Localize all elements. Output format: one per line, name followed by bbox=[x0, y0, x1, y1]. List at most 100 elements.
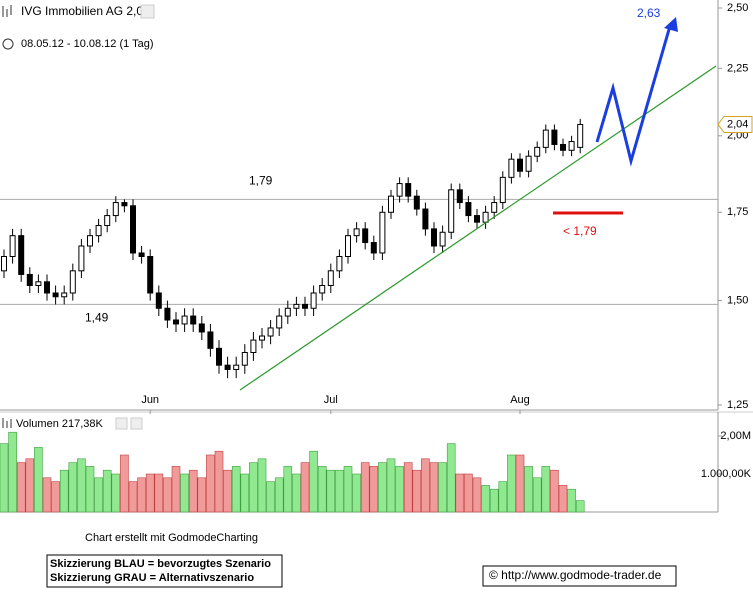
volume-bar bbox=[550, 469, 559, 513]
volume-bar bbox=[300, 462, 310, 513]
candle-body bbox=[250, 339, 257, 353]
candle-body bbox=[319, 285, 326, 294]
candle-body bbox=[542, 129, 549, 148]
candle-body bbox=[508, 158, 515, 178]
volume-bar bbox=[438, 462, 447, 513]
chart-title: IVG Immobilien AG 2,04 bbox=[21, 4, 150, 18]
volume-bar bbox=[378, 462, 387, 513]
candle-body bbox=[345, 235, 351, 257]
candle-body bbox=[293, 303, 300, 309]
candle-body bbox=[44, 281, 50, 294]
target-label: 2,63 bbox=[637, 6, 661, 20]
candle-body bbox=[259, 335, 265, 341]
volume-bar bbox=[455, 473, 465, 513]
volume-legend: Volumen 217,38K bbox=[16, 418, 104, 430]
volume-bar bbox=[421, 458, 430, 513]
candle-body bbox=[499, 176, 506, 204]
candle-body bbox=[302, 303, 308, 309]
volume-bar bbox=[231, 466, 241, 513]
candle-body bbox=[190, 315, 197, 325]
volume-bar bbox=[51, 481, 60, 513]
y-tick-label: 1,50 bbox=[727, 294, 748, 306]
candle-body bbox=[224, 364, 231, 370]
candle-body bbox=[121, 202, 128, 207]
volume-bar bbox=[257, 458, 267, 513]
volume-bar bbox=[154, 473, 164, 513]
candle-body bbox=[370, 242, 377, 254]
candle-body bbox=[130, 205, 136, 254]
volume-bar bbox=[403, 462, 413, 513]
candle-body bbox=[568, 141, 575, 151]
volume-bar bbox=[223, 469, 232, 513]
volume-bar bbox=[77, 458, 86, 513]
candle-body bbox=[87, 235, 93, 247]
candle-body bbox=[456, 189, 463, 204]
candle-body bbox=[422, 208, 429, 230]
volume-bar bbox=[395, 466, 404, 513]
volume-bar bbox=[188, 469, 198, 513]
last-price-label: 2,04 bbox=[727, 118, 748, 130]
x-tick-label: Aug bbox=[510, 394, 530, 406]
volume-bar bbox=[446, 443, 456, 513]
volume-bar bbox=[541, 466, 551, 513]
volume-bar bbox=[489, 488, 499, 513]
candle-body bbox=[267, 327, 274, 337]
volume-bar bbox=[214, 450, 224, 513]
volume-close-icon[interactable] bbox=[130, 417, 143, 430]
volume-bar bbox=[567, 488, 576, 513]
candle-body bbox=[284, 307, 291, 317]
volume-bar bbox=[283, 466, 293, 513]
candle-body bbox=[155, 292, 162, 309]
candle-body bbox=[26, 273, 33, 287]
volume-bar bbox=[102, 469, 112, 513]
candle-body bbox=[104, 215, 111, 227]
candle-body bbox=[327, 270, 334, 287]
candle-body bbox=[1, 255, 7, 272]
volume-bar bbox=[163, 477, 172, 513]
candle-body bbox=[18, 235, 25, 275]
volume-bar bbox=[412, 469, 422, 513]
candle-body bbox=[525, 155, 532, 172]
volume-bar bbox=[180, 473, 189, 513]
volume-settings-icon[interactable] bbox=[115, 417, 128, 430]
copyright-box bbox=[482, 565, 677, 587]
volume-bar bbox=[25, 458, 35, 513]
candle-body bbox=[491, 202, 498, 213]
candle-body bbox=[69, 270, 76, 294]
volume-bar bbox=[352, 473, 361, 513]
candle-body bbox=[560, 143, 566, 151]
volume-bar bbox=[309, 450, 318, 513]
volume-bar bbox=[335, 469, 344, 513]
volume-bar bbox=[137, 477, 146, 513]
candle-body bbox=[534, 146, 541, 157]
candle-body bbox=[482, 211, 489, 223]
note: Skizzierung GRAU = Alternativszenario bbox=[50, 572, 254, 584]
candle-body bbox=[147, 255, 154, 294]
volume-bar bbox=[128, 481, 138, 513]
volume-bar bbox=[360, 462, 370, 513]
volume-bar bbox=[266, 481, 275, 513]
volume-bar bbox=[532, 477, 542, 513]
level-label: 1,49 bbox=[85, 311, 109, 325]
candle-body bbox=[181, 315, 188, 325]
copyright: © http://www.godmode-trader.de bbox=[489, 568, 662, 582]
candle-body bbox=[431, 228, 437, 247]
candle-body bbox=[207, 331, 214, 349]
volume-bar bbox=[42, 477, 52, 513]
header-icon bbox=[2, 5, 12, 17]
candle-body bbox=[448, 189, 455, 233]
settings-icon[interactable] bbox=[140, 4, 155, 19]
volume-bar bbox=[94, 477, 103, 513]
candle-body bbox=[9, 235, 16, 257]
volume-icon bbox=[2, 418, 12, 428]
volume-bar bbox=[524, 466, 533, 513]
volume-bar bbox=[472, 477, 482, 513]
candle-body bbox=[577, 123, 584, 148]
volume-bar bbox=[498, 481, 508, 513]
volume-bar bbox=[507, 454, 516, 513]
candle-body bbox=[95, 225, 102, 237]
volume-bar bbox=[292, 473, 301, 513]
x-tick-label: Jul bbox=[324, 394, 338, 406]
volume-bar bbox=[369, 466, 379, 513]
volume-bar bbox=[575, 500, 585, 513]
